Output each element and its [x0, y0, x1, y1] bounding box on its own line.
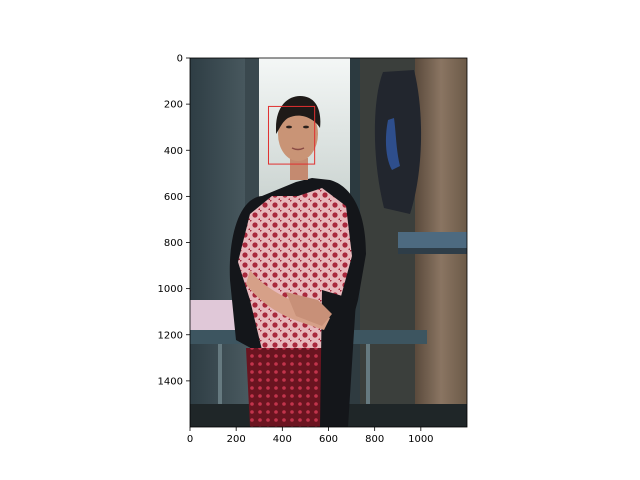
y-tick-label: 200 — [164, 100, 183, 111]
face-bounding-box — [267, 105, 316, 165]
x-tick-label: 200 — [227, 434, 246, 445]
x-tick-label: 1000 — [408, 434, 433, 445]
x-tick-label: 0 — [187, 434, 193, 445]
photo-image — [190, 58, 467, 427]
y-tick-label: 0 — [177, 54, 183, 65]
y-tick-label: 1200 — [158, 330, 183, 341]
y-tick-label: 1000 — [158, 284, 183, 295]
y-tick-label: 800 — [164, 238, 183, 249]
y-axis: 0 200 400 600 800 1000 1200 1400 — [158, 54, 190, 387]
y-tick-label: 600 — [164, 192, 183, 203]
x-tick-label: 400 — [273, 434, 292, 445]
x-tick-label: 800 — [365, 434, 384, 445]
x-axis: 0 200 400 600 800 1000 — [187, 427, 434, 445]
x-tick-label: 600 — [319, 434, 338, 445]
y-tick-label: 1400 — [158, 376, 183, 387]
y-tick-label: 400 — [164, 146, 183, 157]
